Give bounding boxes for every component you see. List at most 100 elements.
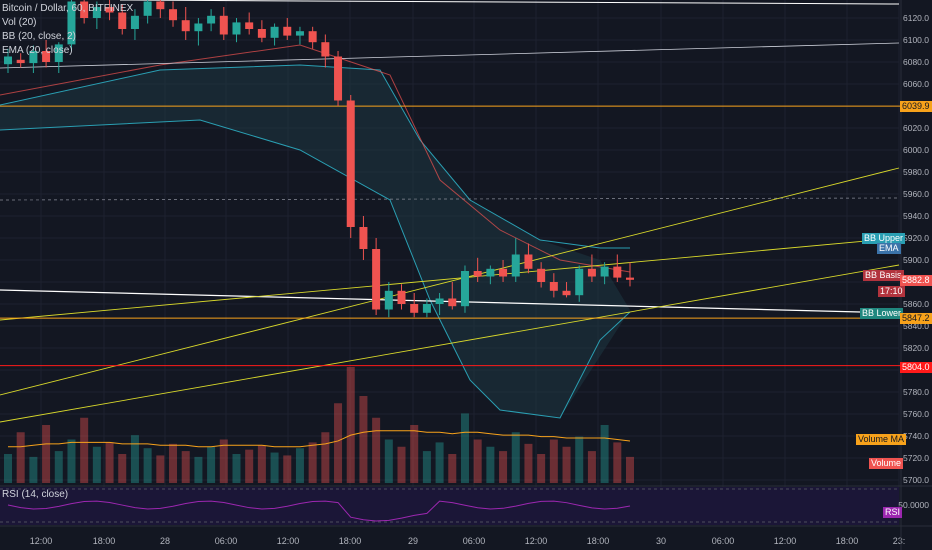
yellow-level-tag: 5847.2	[900, 313, 932, 324]
candle-body	[143, 1, 152, 16]
volume-bar	[42, 425, 51, 483]
volume-bar	[257, 445, 266, 483]
candle-body	[346, 100, 355, 227]
volume-bar	[118, 454, 127, 483]
time-tick: 06:00	[215, 536, 238, 546]
time-tick: 12:00	[525, 536, 548, 546]
rsi-background	[0, 487, 899, 525]
price-tick: 5820.0	[903, 343, 929, 353]
yellow-channel-upper	[0, 167, 900, 396]
candle-body	[67, 1, 76, 45]
volume-bar	[397, 446, 406, 483]
time-tick: 12:00	[277, 536, 300, 546]
volume-bar	[207, 446, 216, 483]
volume-bar	[549, 439, 558, 483]
candle-body	[169, 9, 178, 21]
volume-bar	[67, 439, 76, 483]
ema-indicator-label[interactable]: EMA (20, close)	[2, 45, 73, 56]
time-tick: 12:00	[30, 536, 53, 546]
time-tick: 06:00	[463, 536, 486, 546]
volume-bar	[537, 454, 546, 483]
candle-body	[397, 290, 406, 304]
candle-body	[372, 249, 381, 310]
volume-bar	[448, 454, 457, 483]
candle-body	[575, 268, 584, 296]
symbol-title[interactable]: Bitcoin / Dollar, 60, BITFINEX	[2, 3, 134, 14]
time-tick: 18:00	[836, 536, 859, 546]
price-tick: 6060.0	[903, 79, 929, 89]
white-top-trendline	[119, 0, 900, 5]
bb-lower-line	[0, 119, 631, 419]
volume-bar	[359, 396, 368, 483]
candles	[4, 0, 634, 318]
volume-bar	[613, 442, 622, 483]
orange-level-tag: 6039.9	[900, 101, 932, 112]
price-tick: 5740.0	[903, 431, 929, 441]
price-tick: 5980.0	[903, 167, 929, 177]
volume-bar	[245, 449, 254, 483]
bb-basis-tag: BB Basis	[863, 270, 904, 281]
volume-bar	[372, 417, 381, 483]
candle-body	[359, 227, 368, 249]
vol-indicator-label[interactable]: Vol (20)	[2, 17, 37, 28]
rsi-line	[7, 500, 631, 522]
candle-body	[334, 56, 343, 101]
candle-body	[321, 42, 330, 57]
time-tick: 28	[160, 536, 170, 546]
candle-body	[410, 304, 419, 313]
volume-bar	[219, 439, 228, 483]
time-tick: 06:00	[712, 536, 735, 546]
red-level-tag: 5804.0	[900, 362, 932, 373]
price-tick: 6120.0	[903, 13, 929, 23]
time-tick: 18:00	[339, 536, 362, 546]
volume-bar	[626, 456, 634, 483]
volume-bar	[575, 436, 584, 483]
candle-body	[181, 20, 190, 32]
bb-upper-line	[0, 64, 630, 249]
bb-indicator-label[interactable]: BB (20, close, 2)	[2, 31, 76, 42]
bb-upper-tag: BB Upper	[862, 233, 906, 244]
candle-body	[511, 254, 520, 277]
price-tick: 5760.0	[903, 409, 929, 419]
volume-bar	[346, 367, 355, 483]
volume-bar	[587, 451, 596, 483]
candle-body	[626, 277, 634, 280]
bb-lower-tag: BB Lower	[860, 308, 904, 319]
volume-bar	[600, 425, 609, 483]
volume-bar	[29, 456, 38, 483]
volume-bar	[156, 455, 165, 483]
price-tick: 5860.0	[903, 299, 929, 309]
volume-bar	[143, 448, 152, 483]
volume-bar	[308, 442, 317, 483]
candle-body	[207, 15, 216, 24]
bb-cloud	[0, 65, 630, 418]
rsi-indicator-label[interactable]: RSI (14, close)	[2, 489, 69, 500]
volume-bars	[4, 367, 634, 483]
candle-body	[600, 266, 609, 277]
price-tick: 5720.0	[903, 453, 929, 463]
price-tick: 5780.0	[903, 387, 929, 397]
ema-tag: EMA	[877, 243, 901, 254]
yellow-channel-lower	[0, 264, 900, 423]
candle-body	[92, 7, 101, 18]
volume-bar	[473, 439, 482, 483]
price-tick: 6080.0	[903, 57, 929, 67]
volume-bar	[460, 413, 469, 483]
candle-body	[16, 59, 25, 64]
price-tick: 6020.0	[903, 123, 929, 133]
candle-body	[537, 268, 546, 282]
candle-body	[29, 51, 38, 64]
last-price-tag: 5882.8	[900, 275, 932, 286]
time-tick: 30	[656, 536, 666, 546]
time-tick: 12:00	[774, 536, 797, 546]
volume-bar	[384, 439, 393, 483]
candle-body	[4, 56, 12, 65]
candle-body	[613, 266, 622, 278]
volume-ma-tag: Volume MA	[856, 434, 907, 445]
volume-bar	[321, 432, 330, 483]
time-tick: 18:00	[93, 536, 116, 546]
price-tick: 5700.0	[903, 475, 929, 485]
candle-body	[384, 290, 393, 310]
volume-bar	[105, 442, 114, 483]
